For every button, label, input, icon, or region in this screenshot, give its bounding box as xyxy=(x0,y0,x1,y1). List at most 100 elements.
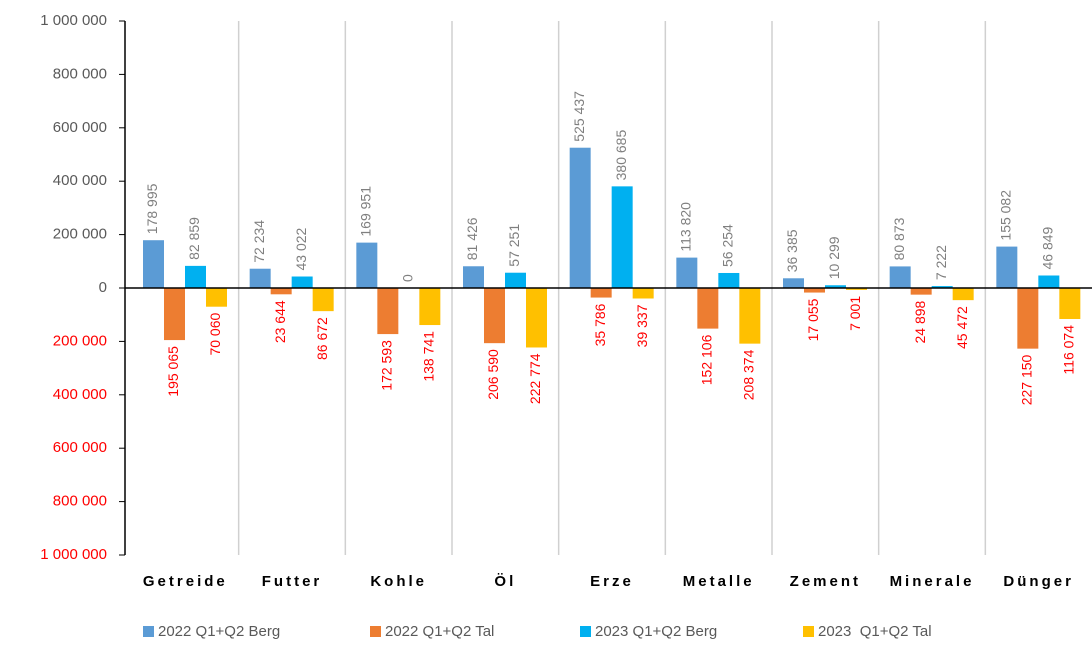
value-label: 81 426 xyxy=(464,217,480,260)
bar xyxy=(356,242,378,288)
value-label: 380 685 xyxy=(613,130,629,181)
value-label: 39 337 xyxy=(634,304,650,347)
bar xyxy=(270,288,292,295)
legend-label: 2023 Q1+Q2 Tal xyxy=(818,623,932,640)
value-label: 7 001 xyxy=(847,296,863,331)
value-label: 178 995 xyxy=(144,183,160,234)
value-label: 86 672 xyxy=(314,317,330,360)
x-tick-label: Erze xyxy=(590,573,634,590)
value-label: 206 590 xyxy=(485,349,501,400)
value-label: 43 022 xyxy=(293,227,309,270)
value-label: 24 898 xyxy=(912,300,928,343)
value-label: 56 254 xyxy=(720,224,736,267)
value-label: 80 873 xyxy=(891,217,907,260)
y-tick-label: 1 000 000 xyxy=(40,546,107,563)
value-label: 10 299 xyxy=(826,236,842,279)
value-label: 152 106 xyxy=(699,334,715,385)
bar xyxy=(1059,288,1081,319)
bar xyxy=(185,265,206,288)
y-tick-label: 200 000 xyxy=(53,226,107,243)
legend-label: 2023 Q1+Q2 Berg xyxy=(595,623,717,640)
x-tick-label: Zement xyxy=(790,573,861,590)
bar xyxy=(783,278,804,288)
value-label: 36 385 xyxy=(784,229,800,272)
value-label: 116 074 xyxy=(1061,325,1077,375)
value-label: 82 859 xyxy=(186,217,202,260)
bar xyxy=(312,288,334,312)
value-label: 169 951 xyxy=(358,186,374,237)
value-label: 17 055 xyxy=(805,298,821,341)
value-label: 57 251 xyxy=(506,224,522,267)
bar xyxy=(632,288,654,299)
bar xyxy=(206,288,227,307)
bar xyxy=(419,288,441,326)
bar xyxy=(164,288,185,341)
x-tick-label: Dünger xyxy=(1003,573,1074,590)
value-label: 172 593 xyxy=(379,340,395,391)
x-tick-label: Minerale xyxy=(890,573,975,590)
bar xyxy=(889,266,911,288)
y-tick-label: 800 000 xyxy=(53,493,107,510)
legend-label: 2022 Q1+Q2 Berg xyxy=(158,623,280,640)
legend-swatch xyxy=(143,626,154,637)
value-label: 72 234 xyxy=(251,220,267,263)
bar xyxy=(611,186,633,288)
bar xyxy=(697,288,719,329)
value-label: 45 472 xyxy=(954,306,970,349)
value-label: 7 222 xyxy=(933,245,949,280)
value-label: 138 741 xyxy=(421,331,437,382)
bar xyxy=(484,288,505,344)
value-label: 23 644 xyxy=(272,300,288,343)
value-label: 35 786 xyxy=(592,303,608,346)
y-tick-label: 0 xyxy=(99,279,107,296)
bar xyxy=(569,147,591,288)
value-label: 525 437 xyxy=(571,91,587,142)
bar xyxy=(676,257,698,288)
x-tick-label: Öl xyxy=(494,573,516,590)
bar xyxy=(825,285,846,288)
value-label: 113 820 xyxy=(678,202,694,252)
bar xyxy=(1038,275,1060,288)
bar xyxy=(718,272,740,288)
value-label: 70 060 xyxy=(207,312,223,355)
legend-swatch xyxy=(803,626,814,637)
value-label: 155 082 xyxy=(998,190,1014,241)
x-tick-label: Futter xyxy=(262,573,323,590)
value-label: 195 065 xyxy=(165,346,181,397)
value-label: 227 150 xyxy=(1019,354,1035,405)
legend-swatch xyxy=(580,626,591,637)
y-tick-label: 800 000 xyxy=(53,65,107,82)
value-label: 0 xyxy=(400,274,416,282)
bar xyxy=(804,288,825,293)
bar xyxy=(526,288,547,348)
legend-swatch xyxy=(370,626,381,637)
bar xyxy=(590,288,612,298)
x-tick-label: Getreide xyxy=(143,573,228,590)
bar xyxy=(952,288,974,301)
bar xyxy=(291,276,313,288)
bar xyxy=(143,240,164,288)
bar xyxy=(996,246,1018,288)
legend-label: 2022 Q1+Q2 Tal xyxy=(385,623,494,640)
value-label: 222 774 xyxy=(527,353,543,404)
y-tick-label: 200 000 xyxy=(53,332,107,349)
y-tick-label: 400 000 xyxy=(53,386,107,403)
value-label: 46 849 xyxy=(1040,226,1056,269)
bar xyxy=(739,288,761,344)
bar xyxy=(505,272,526,288)
y-tick-label: 600 000 xyxy=(53,439,107,456)
x-tick-label: Kohle xyxy=(370,573,427,590)
value-label: 208 374 xyxy=(741,349,757,400)
bar xyxy=(377,288,399,335)
bar xyxy=(249,268,271,288)
bar xyxy=(931,286,953,288)
y-tick-label: 1 000 000 xyxy=(40,12,107,29)
x-tick-label: Metalle xyxy=(683,573,755,590)
y-tick-label: 400 000 xyxy=(53,172,107,189)
y-tick-label: 600 000 xyxy=(53,119,107,136)
bar xyxy=(1017,288,1039,349)
bar xyxy=(846,288,867,290)
bar xyxy=(910,288,932,295)
bar xyxy=(463,266,484,288)
